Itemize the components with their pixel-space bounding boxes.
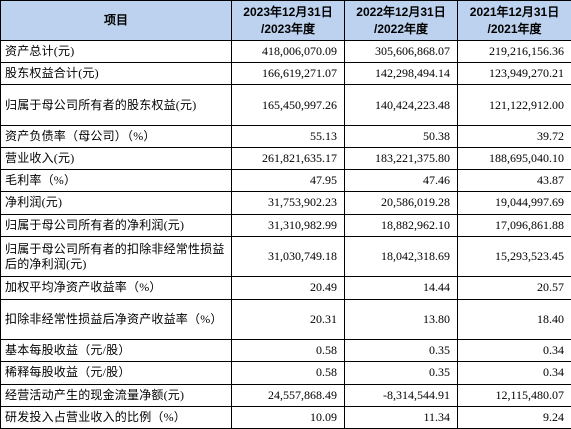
row-label: 净利润(元) (0, 191, 232, 215)
table-header-row: 项目 2023年12月31日 /2023年度 2022年12月31日 /2022… (0, 0, 571, 41)
cell-2022: 13.80 (344, 298, 458, 341)
cell-2022: 50.38 (344, 125, 458, 149)
header-2023-date: 2023年12月31日 (243, 4, 333, 19)
cell-2022: 18,042,318.69 (344, 235, 458, 278)
table-row: 净利润(元) 31,753,902.23 20,586,019.28 19,04… (0, 191, 571, 215)
row-label: 归属于母公司所有者的扣除非经常性损益后的净利润(元) (0, 235, 232, 278)
row-label: 加权平均净资产收益率（%） (0, 276, 232, 300)
table-row: 扣除非经常性损益后净资产收益率（%） 20.31 13.80 18.40 (0, 298, 571, 341)
row-label: 归属于母公司所有者的净利润(元) (0, 213, 232, 237)
table-row: 股东权益合计(元) 166,619,271.07 142,298,494.14 … (0, 62, 571, 86)
row-label: 稀释每股收益（元/股） (0, 361, 232, 385)
cell-2023: 165,450,997.26 (231, 84, 345, 127)
row-label: 扣除非经常性损益后净资产收益率（%） (0, 298, 232, 341)
row-label: 资产总计(元) (0, 39, 232, 64)
cell-2021: 219,216,156.36 (457, 39, 571, 64)
cell-2021: 188,695,040.10 (457, 147, 571, 171)
cell-2021: 17,096,861.88 (457, 213, 571, 237)
cell-2023: 47.95 (231, 169, 345, 193)
row-label: 基本每股收益（元/股） (0, 339, 232, 363)
header-2022: 2022年12月31日 /2022年度 (344, 0, 458, 41)
row-label: 毛利率（%） (0, 169, 232, 193)
table-row: 研发投入占营业收入的比例（%） 10.09 11.34 9.24 (0, 405, 571, 429)
header-2022-date: 2022年12月31日 (356, 4, 446, 19)
header-2021-period: /2021年度 (487, 21, 542, 36)
cell-2022: 47.46 (344, 169, 458, 193)
row-label: 研发投入占营业收入的比例（%） (0, 405, 232, 429)
cell-2021: 39.72 (457, 125, 571, 149)
header-2023-period: /2023年度 (260, 21, 316, 36)
cell-2022: -8,314,544.91 (344, 383, 458, 407)
table-row: 资产总计(元) 418,006,070.09 305,606,868.07 21… (0, 39, 571, 64)
table-row: 稀释每股收益（元/股） 0.58 0.35 0.34 (0, 361, 571, 385)
header-2023: 2023年12月31日 /2023年度 (231, 0, 345, 41)
cell-2021: 19,044,997.69 (457, 191, 571, 215)
cell-2022: 183,221,375.80 (344, 147, 458, 171)
cell-2023: 24,557,868.49 (231, 383, 345, 407)
cell-2021: 15,293,523.45 (457, 235, 571, 278)
row-label: 股东权益合计(元) (0, 62, 232, 86)
cell-2022: 20,586,019.28 (344, 191, 458, 215)
header-item: 项目 (0, 0, 232, 41)
table-row: 资产负债率（母公司）（%） 55.13 50.38 39.72 (0, 125, 571, 149)
cell-2023: 31,753,902.23 (231, 191, 345, 215)
row-label: 营业收入(元) (0, 147, 232, 171)
header-2021: 2021年12月31日 /2021年度 (457, 0, 571, 41)
cell-2022: 11.34 (344, 405, 458, 429)
cell-2023: 261,821,635.17 (231, 147, 345, 171)
table-row: 归属于母公司所有者的净利润(元) 31,310,982.99 18,882,96… (0, 213, 571, 237)
cell-2021: 18.40 (457, 298, 571, 341)
row-label: 资产负债率（母公司）（%） (0, 125, 232, 149)
table-row: 毛利率（%） 47.95 47.46 43.87 (0, 169, 571, 193)
table-row: 经营活动产生的现金流量净额(元) 24,557,868.49 -8,314,54… (0, 383, 571, 407)
cell-2023: 20.49 (231, 276, 345, 300)
cell-2023: 31,030,749.18 (231, 235, 345, 278)
cell-2021: 20.57 (457, 276, 571, 300)
cell-2023: 0.58 (231, 339, 345, 363)
header-2022-period: /2022年度 (373, 21, 429, 36)
cell-2021: 121,122,912.00 (457, 84, 571, 127)
cell-2022: 14.44 (344, 276, 458, 300)
cell-2022: 140,424,223.48 (344, 84, 458, 127)
table-row: 基本每股收益（元/股） 0.58 0.35 0.34 (0, 339, 571, 363)
cell-2022: 142,298,494.14 (344, 62, 458, 86)
cell-2022: 0.35 (344, 339, 458, 363)
row-label: 经营活动产生的现金流量净额(元) (0, 383, 232, 407)
row-label: 归属于母公司所有者的股东权益(元) (0, 84, 232, 127)
header-2021-date: 2021年12月31日 (469, 4, 560, 19)
cell-2021: 12,115,480.07 (457, 383, 571, 407)
cell-2021: 123,949,270.21 (457, 62, 571, 86)
cell-2021: 0.34 (457, 361, 571, 385)
cell-2021: 43.87 (457, 169, 571, 193)
cell-2023: 20.31 (231, 298, 345, 341)
cell-2023: 418,006,070.09 (231, 39, 345, 64)
cell-2022: 305,606,868.07 (344, 39, 458, 64)
cell-2023: 31,310,982.99 (231, 213, 345, 237)
cell-2022: 0.35 (344, 361, 458, 385)
cell-2022: 18,882,962.10 (344, 213, 458, 237)
table-row: 加权平均净资产收益率（%） 20.49 14.44 20.57 (0, 276, 571, 300)
cell-2021: 9.24 (457, 405, 571, 429)
table-row: 营业收入(元) 261,821,635.17 183,221,375.80 18… (0, 147, 571, 171)
cell-2023: 10.09 (231, 405, 345, 429)
cell-2021: 0.34 (457, 339, 571, 363)
table-row: 归属于母公司所有者的股东权益(元) 165,450,997.26 140,424… (0, 84, 571, 127)
cell-2023: 166,619,271.07 (231, 62, 345, 86)
cell-2023: 0.58 (231, 361, 345, 385)
cell-2023: 55.13 (231, 125, 345, 149)
table-row: 归属于母公司所有者的扣除非经常性损益后的净利润(元) 31,030,749.18… (0, 235, 571, 278)
